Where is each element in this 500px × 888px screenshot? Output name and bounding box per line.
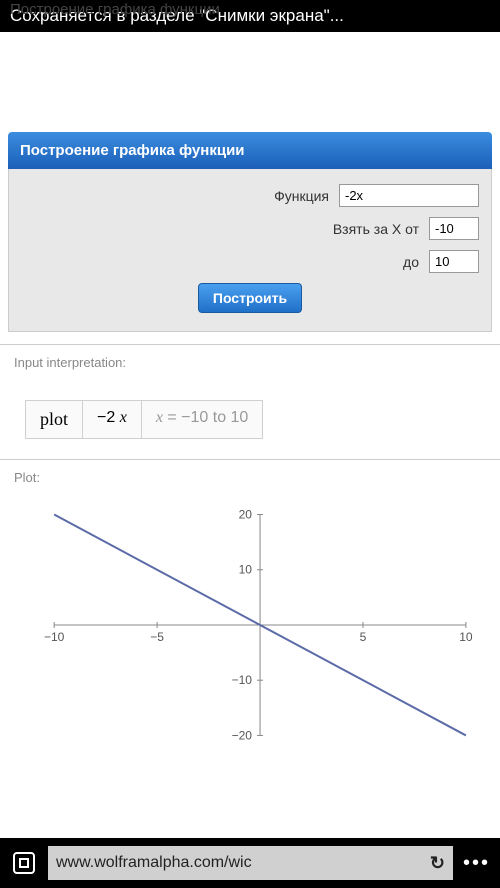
- status-bar: Построение графика функции Сохраняется в…: [0, 0, 500, 32]
- interpretation-boxes: plot −2 x x = −10 to 10: [25, 400, 500, 439]
- svg-text:−10: −10: [44, 630, 65, 644]
- input-function[interactable]: [339, 184, 479, 207]
- input-xfrom[interactable]: [429, 217, 479, 240]
- menu-dots-icon[interactable]: •••: [453, 852, 500, 875]
- interp-range: x = −10 to 10: [141, 400, 264, 439]
- interp-plot: plot: [25, 400, 83, 439]
- tabs-icon[interactable]: [6, 845, 42, 881]
- panel-body: Функция Взять за X от до Построить: [8, 169, 492, 332]
- plot-label: Plot:: [0, 460, 500, 495]
- interpretation-label: Input interpretation:: [0, 345, 500, 380]
- function-panel: Построение графика функции Функция Взять…: [8, 132, 492, 332]
- build-button[interactable]: Построить: [198, 283, 302, 313]
- reload-icon[interactable]: ↻: [430, 853, 445, 874]
- url-text: www.wolframalpha.com/wic: [56, 854, 252, 872]
- row-function: Функция: [21, 184, 479, 207]
- status-faded-text: Построение графика функции: [10, 1, 220, 18]
- label-function: Функция: [274, 188, 329, 204]
- label-xto: до: [309, 254, 419, 270]
- plot-area: −10 −5 5 10 −20 −10 10 20: [14, 500, 486, 760]
- svg-text:10: 10: [459, 630, 473, 644]
- content-area: Построение графика функции Функция Взять…: [0, 32, 500, 830]
- row-xto: до: [21, 250, 479, 273]
- svg-text:10: 10: [239, 563, 253, 577]
- svg-text:20: 20: [239, 508, 253, 522]
- input-xto[interactable]: [429, 250, 479, 273]
- label-xfrom: Взять за X от: [333, 221, 419, 237]
- panel-title: Построение графика функции: [8, 132, 492, 169]
- svg-text:5: 5: [360, 630, 367, 644]
- interp-expr: −2 x: [82, 400, 142, 439]
- bottom-bar: www.wolframalpha.com/wic ↻ •••: [0, 838, 500, 888]
- svg-text:−20: −20: [232, 728, 253, 742]
- row-xfrom: Взять за X от: [21, 217, 479, 240]
- plot-svg: −10 −5 5 10 −20 −10 10 20: [14, 500, 486, 760]
- svg-text:−10: −10: [232, 673, 253, 687]
- svg-text:−5: −5: [150, 630, 164, 644]
- url-bar[interactable]: www.wolframalpha.com/wic ↻: [48, 846, 453, 880]
